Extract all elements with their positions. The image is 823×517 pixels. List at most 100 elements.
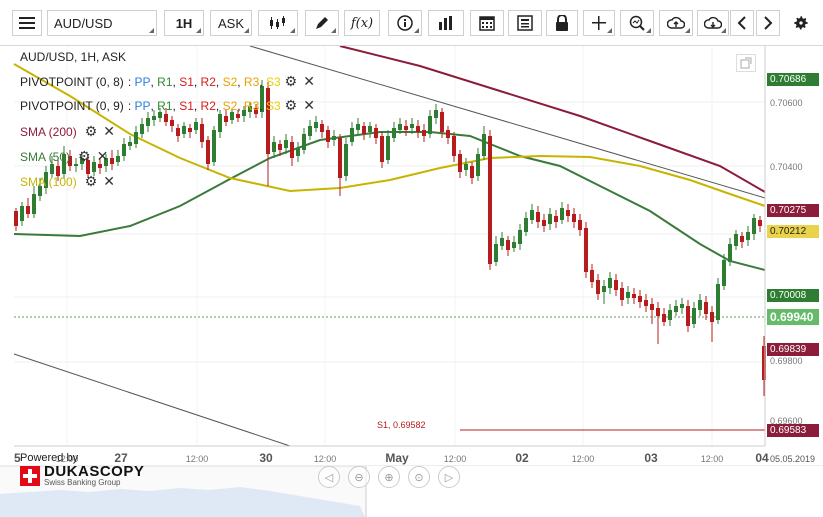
- legend-row[interactable]: PIVOTPOINT (0, 8): PP, R1, S1, R2, S2, R…: [20, 73, 315, 90]
- legend-row[interactable]: SMA (200) ⚙ ✕: [20, 123, 115, 140]
- gear-icon[interactable]: ⚙: [284, 73, 298, 89]
- candle-body: [650, 304, 654, 310]
- indicators-button[interactable]: f(x): [344, 10, 380, 36]
- legend-part: ,: [193, 74, 201, 89]
- candle-body: [548, 214, 552, 224]
- legend-part: PP: [134, 74, 151, 89]
- close-icon[interactable]: ✕: [103, 173, 115, 189]
- legend-indicator-name: SMA (200): [20, 124, 77, 139]
- candle-body: [68, 156, 72, 166]
- candles: [14, 80, 766, 396]
- navigator-window: [366, 466, 823, 517]
- upload-button[interactable]: [659, 10, 693, 36]
- timeframe-button[interactable]: 1H: [164, 10, 204, 36]
- price-chart[interactable]: 0.70680 0.70600 0.70400 0.69800 0.69600 5 12:…: [0, 38, 823, 517]
- chart-type-button[interactable]: [258, 10, 298, 36]
- legend-row[interactable]: SMA (50) ⚙ ✕: [20, 148, 108, 165]
- zoom-in-button[interactable]: ⊕: [378, 466, 400, 488]
- chart-header: AUD/USD, 1H, ASK: [20, 50, 127, 64]
- symbol-selector[interactable]: AUD/USD: [47, 10, 157, 36]
- candle-body: [134, 132, 138, 144]
- trendline: [249, 45, 766, 199]
- legend-part: ,: [259, 74, 266, 89]
- candle-body: [356, 124, 360, 130]
- prev-button[interactable]: [730, 10, 754, 36]
- calendar-button[interactable]: [470, 10, 504, 36]
- reset-button[interactable]: ⊙: [408, 466, 430, 488]
- candle-body: [758, 220, 762, 226]
- candle-body: [434, 110, 438, 118]
- zoom-icon: [629, 15, 645, 31]
- legend-part: ,: [237, 98, 244, 113]
- candle-body: [20, 206, 24, 221]
- menu-button[interactable]: [12, 10, 42, 36]
- gear-icon[interactable]: ⚙: [84, 123, 98, 139]
- candle-body: [476, 154, 480, 176]
- draw-button[interactable]: [305, 10, 339, 36]
- sma-200-line: [339, 45, 766, 193]
- candle-body: [278, 144, 282, 150]
- price-tag: 0.69940: [767, 309, 819, 325]
- legend-part: S1: [179, 74, 194, 89]
- candle-body: [254, 108, 258, 114]
- maximize-button[interactable]: [736, 54, 756, 72]
- close-icon[interactable]: ✕: [96, 148, 109, 164]
- price-tag: 0.70686: [767, 73, 819, 86]
- scroll-right-button[interactable]: ▷: [438, 466, 460, 488]
- gear-icon: [794, 16, 808, 30]
- trendlines: [13, 45, 766, 447]
- legend-part: ,: [215, 98, 223, 113]
- close-icon[interactable]: ✕: [303, 97, 315, 113]
- lock-button[interactable]: [546, 10, 578, 36]
- price-tick-label: 0.70600: [770, 98, 803, 108]
- download-button[interactable]: [697, 10, 729, 36]
- volume-button[interactable]: [428, 10, 464, 36]
- legend-row[interactable]: SMA (100) ⚙ ✕: [20, 173, 115, 190]
- dukascopy-logo[interactable]: DUKASCOPY Swiss Banking Group: [20, 464, 144, 487]
- candle-body: [236, 114, 240, 118]
- candle-body: [164, 114, 168, 122]
- swiss-cross-icon: [20, 465, 40, 486]
- chart-area[interactable]: 0.70680 0.70600 0.70400 0.69800 0.69600 5 12:…: [0, 38, 823, 517]
- candle-body: [32, 194, 36, 214]
- info-button[interactable]: [388, 10, 422, 36]
- gear-icon[interactable]: ⚙: [78, 148, 91, 164]
- candle-body: [458, 154, 462, 172]
- candle-body: [746, 232, 750, 240]
- legend-part: R1: [157, 98, 173, 113]
- candle-body: [26, 206, 30, 214]
- legend-row[interactable]: PIVOTPOINT (0, 9): PP, R1, S1, R2, S2, R…: [20, 97, 315, 114]
- candle-body: [350, 128, 354, 142]
- candle-body: [452, 136, 456, 156]
- zoom-out-button[interactable]: ⊖: [348, 466, 370, 488]
- legend-part: ,: [259, 98, 266, 113]
- close-icon[interactable]: ✕: [103, 123, 115, 139]
- symbol-label: AUD/USD: [54, 15, 113, 31]
- candle-body: [14, 211, 18, 226]
- candle-body: [158, 112, 162, 118]
- candle-body: [662, 314, 666, 322]
- next-button[interactable]: [756, 10, 780, 36]
- close-icon[interactable]: ✕: [303, 73, 315, 89]
- time-tick-label: 02: [515, 451, 529, 465]
- gear-icon[interactable]: ⚙: [284, 97, 298, 113]
- candle-body: [248, 106, 252, 112]
- gear-icon[interactable]: ⚙: [84, 173, 98, 189]
- candle-body: [554, 216, 558, 222]
- time-tick-label: May: [385, 451, 409, 465]
- crosshair-button[interactable]: [583, 10, 615, 36]
- candle-body: [560, 208, 564, 220]
- candle-body: [422, 130, 426, 136]
- triangle-left-icon: ◁: [324, 471, 334, 484]
- candle-body: [188, 128, 192, 132]
- news-button[interactable]: [508, 10, 542, 36]
- zoom-button[interactable]: [620, 10, 654, 36]
- settings-button[interactable]: [786, 10, 816, 36]
- scroll-left-button[interactable]: ◁: [318, 466, 340, 488]
- time-tick-label: 12:00: [314, 454, 337, 464]
- price-type-button[interactable]: ASK: [210, 10, 252, 36]
- candle-body: [762, 346, 766, 380]
- candle-body: [578, 220, 582, 230]
- navigator[interactable]: [0, 465, 823, 517]
- candle-body: [146, 118, 150, 126]
